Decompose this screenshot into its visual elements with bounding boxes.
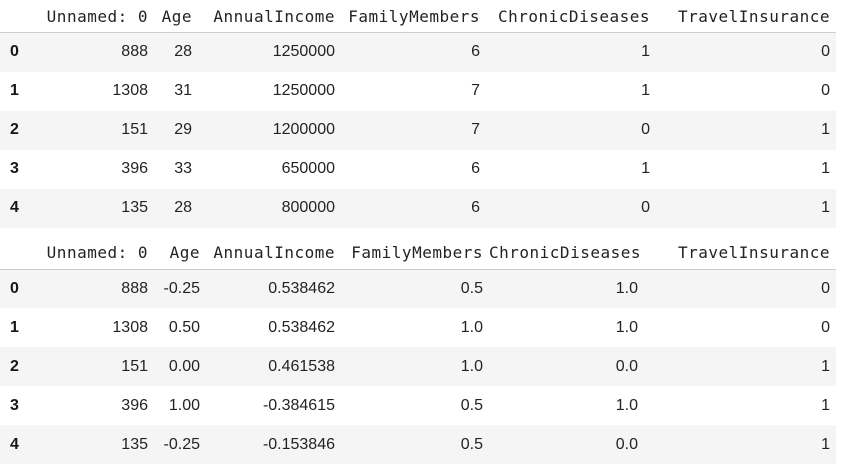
index-column-header <box>0 236 40 270</box>
column-header: AnnualIncome <box>198 0 341 33</box>
dataframe-table-raw: Unnamed: 0 Age AnnualIncome FamilyMembers Ch… <box>0 0 836 228</box>
cell: 1 <box>641 43 650 61</box>
cell: 1.0 <box>615 318 638 336</box>
cell: 29 <box>174 121 192 138</box>
row-index: 2 <box>10 121 19 138</box>
cell: 0 <box>821 318 830 336</box>
cell: 1 <box>821 121 830 138</box>
column-header: AnnualIncome <box>206 236 341 270</box>
cell: 396 <box>121 160 148 177</box>
row-index: 3 <box>10 396 19 414</box>
table-row: 4 135 -0.25 -0.153846 0.5 0.0 1 <box>0 425 836 464</box>
cell: 0.50 <box>168 318 200 336</box>
cell: 1.00 <box>168 396 200 414</box>
cell: 6 <box>471 160 480 177</box>
cell: 0 <box>641 199 650 216</box>
cell: 1.0 <box>615 279 638 297</box>
column-header: Unnamed: 0 <box>40 0 154 33</box>
row-index: 1 <box>10 318 19 336</box>
table-row: 1 1308 0.50 0.538462 1.0 1.0 0 <box>0 308 836 347</box>
cell: 1250000 <box>272 82 335 99</box>
cell: 0.538462 <box>268 279 335 297</box>
column-header: FamilyMembers <box>341 0 486 33</box>
notebook-output: Unnamed: 0 Age AnnualIncome FamilyMembers Ch… <box>0 0 836 464</box>
column-header: Age <box>154 0 198 33</box>
cell: 1 <box>821 357 830 375</box>
column-header: ChronicDiseases <box>486 0 656 33</box>
cell: 7 <box>471 121 480 138</box>
cell: 1 <box>641 82 650 99</box>
row-index: 3 <box>10 160 19 177</box>
table-row: 0 888 28 1250000 6 1 0 <box>0 32 836 72</box>
cell: -0.25 <box>163 435 200 453</box>
cell: 650000 <box>281 160 335 177</box>
cell: 888 <box>121 43 148 61</box>
cell: 1 <box>641 160 650 177</box>
row-index: 1 <box>10 82 19 99</box>
column-header: Unnamed: 0 <box>40 236 154 270</box>
cell: 28 <box>174 199 192 216</box>
cell: 151 <box>121 357 148 375</box>
cell: 0.5 <box>460 396 483 414</box>
cell: 6 <box>471 199 480 216</box>
cell: 0 <box>821 43 830 61</box>
column-header: FamilyMembers <box>341 236 489 270</box>
header-row: Unnamed: 0 Age AnnualIncome FamilyMembers Ch… <box>0 236 836 270</box>
table-row: 3 396 1.00 -0.384615 0.5 1.0 1 <box>0 386 836 425</box>
cell: 1308 <box>112 318 148 336</box>
cell: 1 <box>821 435 830 453</box>
row-index: 4 <box>10 199 19 216</box>
cell: -0.25 <box>163 279 200 297</box>
cell: 1 <box>821 199 830 216</box>
cell: 6 <box>471 43 480 61</box>
cell: 0.00 <box>168 357 200 375</box>
cell: 1.0 <box>460 357 483 375</box>
table-row: 2 151 0.00 0.461538 1.0 0.0 1 <box>0 347 836 386</box>
cell: 800000 <box>281 199 335 216</box>
column-header: TravelInsurance <box>656 0 836 33</box>
row-index: 0 <box>10 279 19 297</box>
cell: -0.153846 <box>262 435 335 453</box>
table-row: 0 888 -0.25 0.538462 0.5 1.0 0 <box>0 269 836 308</box>
cell: -0.384615 <box>262 396 335 414</box>
cell: 31 <box>174 82 192 99</box>
header-row: Unnamed: 0 Age AnnualIncome FamilyMembers Ch… <box>0 0 836 33</box>
row-index: 0 <box>10 43 19 61</box>
column-header: TravelInsurance <box>644 236 836 270</box>
cell: 396 <box>121 396 148 414</box>
cell: 0.538462 <box>268 318 335 336</box>
cell: 1200000 <box>272 121 335 138</box>
table-row: 2 151 29 1200000 7 0 1 <box>0 110 836 150</box>
cell: 7 <box>471 82 480 99</box>
cell: 0 <box>641 121 650 138</box>
dataframe-table-scaled: Unnamed: 0 Age AnnualIncome FamilyMembers Ch… <box>0 236 836 464</box>
cell: 135 <box>121 435 148 453</box>
cell: 33 <box>174 160 192 177</box>
cell: 0 <box>821 82 830 99</box>
cell: 1308 <box>112 82 148 99</box>
cell: 0.461538 <box>268 357 335 375</box>
index-column-header <box>0 0 40 33</box>
cell: 1.0 <box>615 396 638 414</box>
table-row: 4 135 28 800000 6 0 1 <box>0 188 836 228</box>
column-header: Age <box>154 236 206 270</box>
cell: 151 <box>121 121 148 138</box>
cell: 0.0 <box>615 357 638 375</box>
cell: 0.5 <box>460 435 483 453</box>
cell: 0.0 <box>615 435 638 453</box>
cell: 0 <box>821 279 830 297</box>
table-row: 3 396 33 650000 6 1 1 <box>0 149 836 189</box>
cell: 135 <box>121 199 148 216</box>
column-header: ChronicDiseases <box>489 236 644 270</box>
cell: 1 <box>821 160 830 177</box>
cell: 1.0 <box>460 318 483 336</box>
cell: 1 <box>821 396 830 414</box>
table-row: 1 1308 31 1250000 7 1 0 <box>0 71 836 111</box>
cell: 0.5 <box>460 279 483 297</box>
cell: 1250000 <box>272 43 335 61</box>
row-index: 4 <box>10 435 19 453</box>
cell: 28 <box>174 43 192 61</box>
row-index: 2 <box>10 357 19 375</box>
cell: 888 <box>121 279 148 297</box>
